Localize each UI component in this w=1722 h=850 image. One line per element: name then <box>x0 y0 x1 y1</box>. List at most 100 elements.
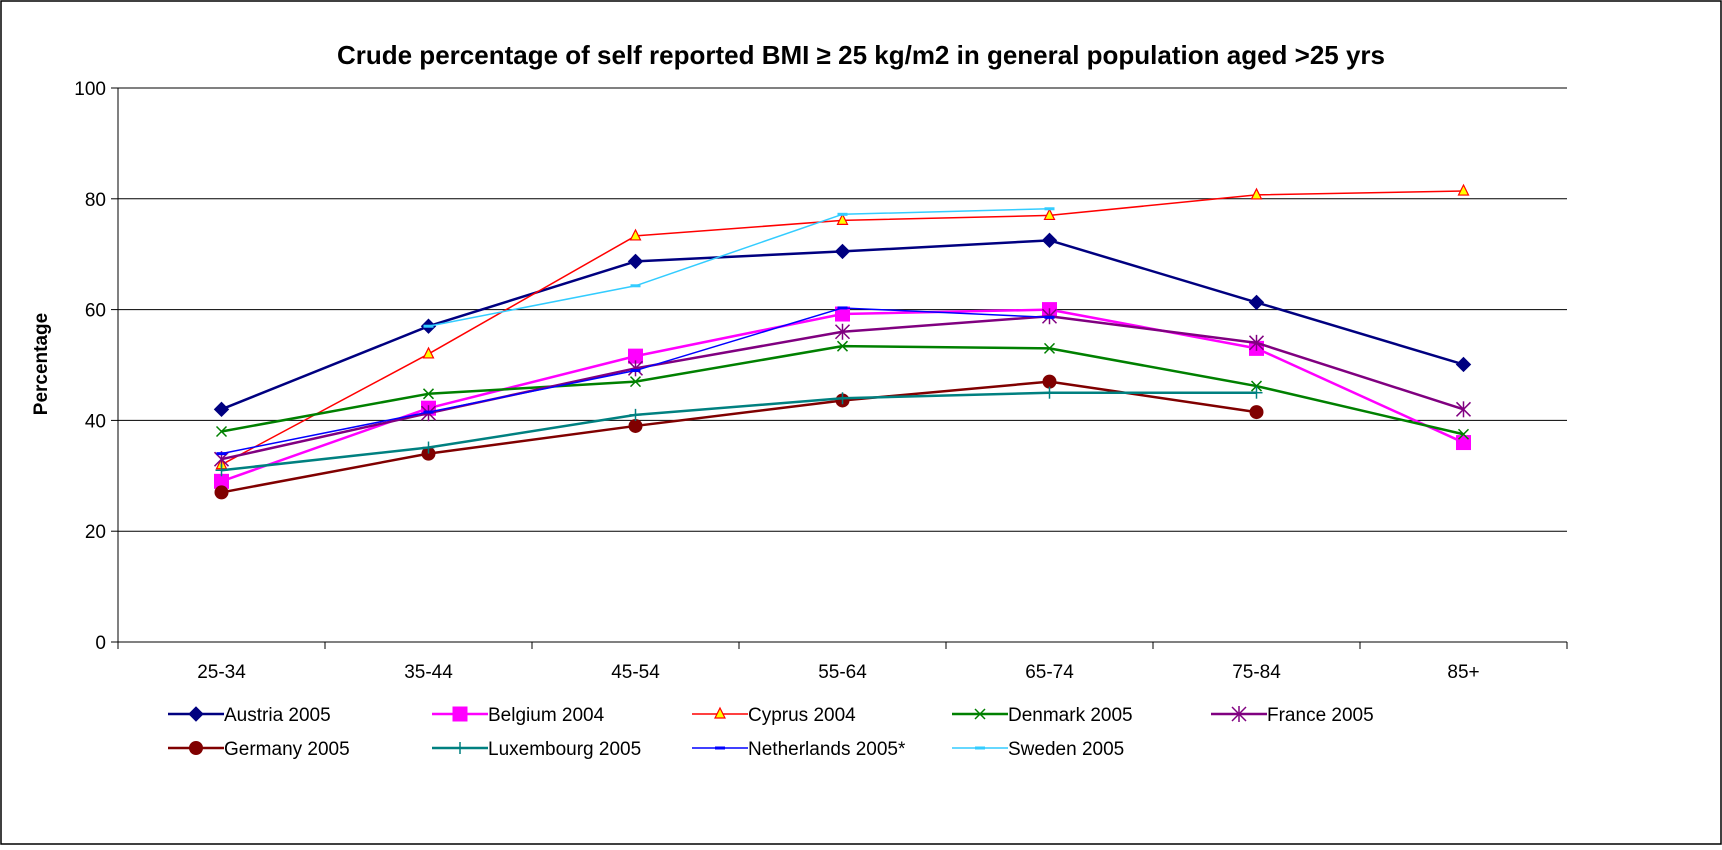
x-tick-label: 85+ <box>1447 662 1479 683</box>
series-3 <box>215 340 1470 440</box>
data-point-x <box>215 425 228 438</box>
x-tick-label: 45-54 <box>611 662 660 683</box>
data-point-plus <box>454 742 466 754</box>
data-point-dash <box>216 452 227 456</box>
legend-item: Austria 2005 <box>168 705 331 726</box>
data-point-dash <box>975 746 985 750</box>
axes: 0 20 40 60 80 100 25-34 35-44 45-54 55-64 65-74 75-… <box>74 79 1568 683</box>
data-point-circle <box>214 485 229 500</box>
data-point-dash <box>837 306 848 310</box>
y-tick-label: 20 <box>85 522 106 543</box>
data-point-diamond <box>1041 232 1058 249</box>
y-tick-label: 0 <box>95 633 106 654</box>
marker-stroke <box>1457 428 1470 440</box>
marker-stroke <box>1250 380 1263 392</box>
series-7 <box>216 306 1055 456</box>
data-point-triangle <box>836 213 849 226</box>
legend-item: Sweden 2005 <box>952 739 1124 760</box>
grid-lines <box>118 87 1567 532</box>
data-point-star <box>627 360 644 377</box>
data-point-star <box>1455 401 1472 418</box>
y-tick-label: 80 <box>85 190 106 211</box>
data-point-x <box>974 708 986 720</box>
data-point-dash <box>715 746 725 750</box>
data-point-diamond <box>1455 356 1472 373</box>
legend-item: Luxembourg 2005 <box>432 739 641 760</box>
data-point-diamond <box>1248 294 1265 311</box>
y-tick-label: 40 <box>85 411 106 432</box>
data-point-diamond <box>834 243 851 260</box>
data-point-x <box>1250 380 1263 392</box>
data-point-star <box>1248 334 1265 351</box>
data-point-plus <box>422 441 435 454</box>
legend: Austria 2005 Belgium 2004 Cyprus 2004 Denma… <box>168 705 1374 760</box>
data-point-star <box>834 323 851 340</box>
data-point-triangle <box>714 706 726 719</box>
x-tick-label: 75-84 <box>1232 662 1281 683</box>
data-point-dash <box>1044 315 1055 319</box>
data-point-plus <box>1043 386 1056 399</box>
x-tick-label: 25-34 <box>197 662 246 683</box>
marker-stroke <box>422 388 435 400</box>
data-point-x <box>836 340 849 352</box>
data-point-circle <box>628 418 643 433</box>
data-point-dash <box>630 369 641 373</box>
data-point-diamond <box>213 401 230 418</box>
data-point-circle <box>1042 374 1057 389</box>
data-point-circle <box>189 741 203 755</box>
legend-label: Netherlands 2005* <box>748 739 906 760</box>
series-5 <box>214 374 1264 500</box>
data-point-triangle <box>1043 208 1056 221</box>
marker-stroke <box>836 340 849 352</box>
data-point-star <box>1231 706 1247 722</box>
data-point-dash <box>423 324 434 328</box>
legend-item: France 2005 <box>1211 705 1374 726</box>
x-tick-label: 65-74 <box>1025 662 1074 683</box>
data-point-plus <box>215 464 228 477</box>
marker-stroke <box>974 708 986 720</box>
series-line <box>221 380 1257 494</box>
marker-stroke <box>629 376 642 388</box>
legend-label: Denmark 2005 <box>1008 705 1133 726</box>
x-tick-label: 35-44 <box>404 662 453 683</box>
y-tick-label: 100 <box>74 79 106 100</box>
legend-label: France 2005 <box>1267 705 1374 726</box>
data-point-triangle <box>422 346 435 359</box>
data-point-dash <box>837 212 848 216</box>
data-point-triangle <box>1457 183 1470 196</box>
data-point-x <box>629 376 642 388</box>
data-point-square <box>452 706 468 722</box>
legend-item: Germany 2005 <box>168 739 350 760</box>
series-line <box>221 391 1257 472</box>
series-6 <box>215 386 1263 477</box>
data-point-triangle <box>629 228 642 241</box>
data-point-x <box>1457 428 1470 440</box>
legend-item: Netherlands 2005* <box>692 739 906 760</box>
data-point-plus <box>836 392 849 405</box>
data-point-plus <box>1250 386 1263 399</box>
legend-item: Cyprus 2004 <box>692 705 856 726</box>
chart-title: Crude percentage of self reported BMI ≥ … <box>337 40 1385 70</box>
data-point-plus <box>629 408 642 421</box>
x-tick-label: 55-64 <box>818 662 867 683</box>
legend-label: Sweden 2005 <box>1008 739 1124 760</box>
series-line <box>428 208 1050 327</box>
data-point-x <box>1043 342 1056 354</box>
data-point-square <box>1456 435 1471 451</box>
y-tick-label: 60 <box>85 301 106 322</box>
data-point-dash <box>630 284 641 288</box>
legend-label: Cyprus 2004 <box>748 705 856 726</box>
series-lines <box>213 183 1472 500</box>
data-point-diamond <box>188 706 204 722</box>
y-axis-label: Percentage <box>31 313 52 415</box>
data-point-dash <box>423 410 434 414</box>
series-2 <box>215 183 1470 470</box>
data-point-diamond <box>627 253 644 270</box>
legend-item: Belgium 2004 <box>432 705 605 726</box>
series-8 <box>423 207 1055 328</box>
legend-label: Belgium 2004 <box>488 705 605 726</box>
legend-label: Austria 2005 <box>224 705 331 726</box>
